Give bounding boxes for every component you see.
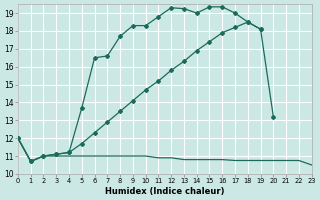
X-axis label: Humidex (Indice chaleur): Humidex (Indice chaleur) <box>105 187 225 196</box>
